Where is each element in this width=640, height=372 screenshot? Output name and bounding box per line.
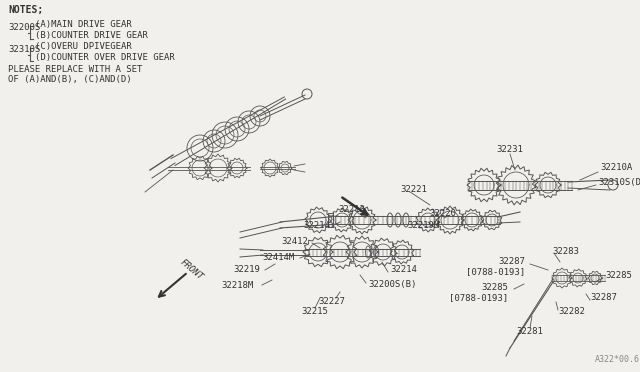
Text: 32200S: 32200S bbox=[8, 23, 40, 32]
Text: 32412: 32412 bbox=[281, 237, 308, 247]
Text: 32310S: 32310S bbox=[8, 45, 40, 54]
Text: 32214: 32214 bbox=[390, 266, 417, 275]
Text: 32285: 32285 bbox=[605, 272, 632, 280]
Text: (B)COUNTER DRIVE GEAR: (B)COUNTER DRIVE GEAR bbox=[35, 31, 148, 40]
Text: 32200S(B): 32200S(B) bbox=[368, 280, 417, 289]
Text: 32218M: 32218M bbox=[221, 280, 254, 289]
Text: 32219M: 32219M bbox=[408, 221, 440, 231]
Text: A322*00.6: A322*00.6 bbox=[595, 355, 640, 364]
Text: 32287: 32287 bbox=[590, 294, 617, 302]
Text: (C)OVERU DPIVEGEAR: (C)OVERU DPIVEGEAR bbox=[35, 42, 132, 51]
Text: 32227: 32227 bbox=[319, 298, 346, 307]
Text: (D)COUNTER OVER DRIVE GEAR: (D)COUNTER OVER DRIVE GEAR bbox=[35, 53, 175, 62]
Text: [0788-0193]: [0788-0193] bbox=[449, 294, 508, 302]
Text: 32281: 32281 bbox=[516, 327, 543, 337]
Text: 32287: 32287 bbox=[498, 257, 525, 266]
Text: 32210A: 32210A bbox=[600, 164, 632, 173]
Text: 32282: 32282 bbox=[558, 308, 585, 317]
Text: 32219: 32219 bbox=[233, 266, 260, 275]
Text: 32283: 32283 bbox=[552, 247, 579, 256]
Text: 32220: 32220 bbox=[429, 208, 456, 218]
Text: 32310S(D): 32310S(D) bbox=[598, 177, 640, 186]
Text: 32231: 32231 bbox=[497, 145, 524, 154]
Text: 32221: 32221 bbox=[400, 186, 427, 195]
Text: NOTES;: NOTES; bbox=[8, 5, 44, 15]
Text: 32214: 32214 bbox=[303, 221, 330, 230]
Text: PLEASE REPLACE WITH A SET: PLEASE REPLACE WITH A SET bbox=[8, 65, 142, 74]
Text: 32215: 32215 bbox=[301, 308, 328, 317]
Text: FRONT: FRONT bbox=[178, 258, 204, 282]
Text: (A)MAIN DRIVE GEAR: (A)MAIN DRIVE GEAR bbox=[35, 20, 132, 29]
Text: [0788-0193]: [0788-0193] bbox=[466, 267, 525, 276]
Text: 32213: 32213 bbox=[339, 205, 365, 215]
Text: OF (A)AND(B), (C)AND(D): OF (A)AND(B), (C)AND(D) bbox=[8, 75, 132, 84]
Text: 32285: 32285 bbox=[481, 283, 508, 292]
Text: 32414M: 32414M bbox=[263, 253, 295, 262]
Bar bbox=[328, 213, 333, 227]
